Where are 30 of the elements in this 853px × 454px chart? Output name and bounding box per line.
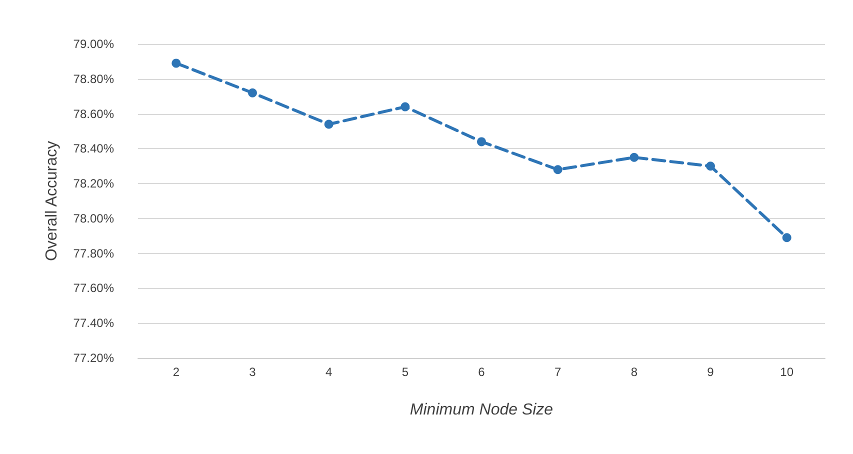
- x-tick-label: 8: [630, 365, 638, 379]
- y-tick-label: 78.00%: [73, 211, 114, 226]
- y-tick-label: 79.00%: [73, 37, 114, 51]
- point: [477, 137, 486, 146]
- point: [324, 120, 334, 129]
- point: [782, 233, 792, 242]
- x-tick-label: 6: [478, 365, 486, 379]
- point: [706, 162, 715, 171]
- y-tick-label: 78.60%: [73, 106, 114, 121]
- point: [630, 152, 639, 162]
- x-tick-label: 10: [780, 365, 794, 379]
- y-tick-label: 77.60%: [73, 281, 114, 296]
- y-tick-label: 77.80%: [73, 246, 114, 260]
- x-tick-label: 7: [554, 365, 562, 379]
- x-tick-label: 3: [249, 365, 256, 379]
- y-axis-title: Overall Accuracy: [44, 140, 60, 262]
- y-tick-label: 77.20%: [73, 351, 114, 365]
- point: [400, 102, 410, 112]
- x-axis-title: Minimum Node Size: [410, 402, 554, 418]
- point: [172, 58, 181, 68]
- y-tick-label: 78.20%: [73, 176, 114, 191]
- y-tick-label: 78.80%: [73, 72, 114, 86]
- x-tick-label: 2: [172, 365, 180, 379]
- point: [553, 165, 562, 174]
- y-tick-label: 78.40%: [73, 142, 114, 156]
- x-tick-label: 9: [707, 365, 714, 379]
- x-tick-label: 4: [325, 365, 332, 379]
- point: [248, 88, 257, 98]
- y-tick-label: 77.40%: [73, 316, 114, 330]
- x-tick-label: 5: [402, 365, 409, 379]
